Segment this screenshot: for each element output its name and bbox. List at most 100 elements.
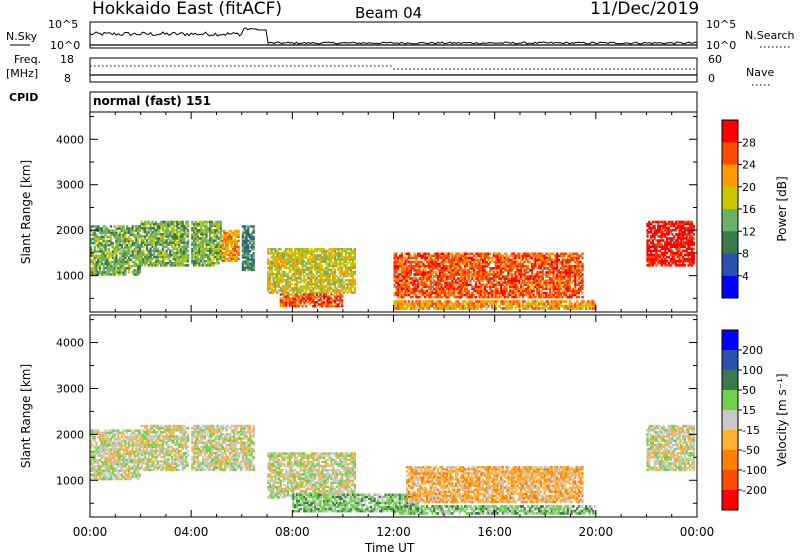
echo-cell bbox=[174, 220, 177, 224]
echo-cell bbox=[267, 279, 270, 282]
echo-cell bbox=[341, 268, 344, 272]
echo-cell bbox=[245, 239, 248, 243]
echo-cell bbox=[305, 268, 308, 272]
echo-cell bbox=[142, 262, 145, 265]
echo-cell bbox=[285, 264, 288, 267]
echo-cell bbox=[487, 258, 490, 262]
echo-cell bbox=[104, 262, 107, 266]
echo-cell bbox=[194, 235, 197, 238]
echo-cell bbox=[417, 304, 420, 308]
echo-cell bbox=[400, 256, 403, 260]
echo-cell bbox=[460, 279, 463, 282]
echo-cell bbox=[332, 266, 335, 270]
echo-cell bbox=[198, 241, 201, 244]
echo-cell bbox=[456, 285, 459, 289]
echo-cell bbox=[142, 251, 145, 255]
echo-cell bbox=[303, 299, 306, 302]
echo-cell bbox=[326, 256, 329, 259]
echo-cell bbox=[574, 275, 577, 278]
echo-cell bbox=[292, 301, 295, 304]
echo-cell bbox=[216, 262, 219, 265]
echo-cell bbox=[279, 264, 282, 267]
echo-cell bbox=[454, 289, 458, 293]
echo-cell bbox=[350, 248, 353, 251]
echo-cell bbox=[532, 262, 535, 266]
echo-cell bbox=[554, 300, 557, 303]
echo-cell bbox=[651, 249, 654, 253]
echo-cell bbox=[315, 293, 318, 296]
echo-cell bbox=[310, 252, 313, 255]
echo-cell bbox=[299, 276, 302, 280]
echo-cell bbox=[212, 249, 215, 253]
echo-cell bbox=[516, 300, 519, 303]
echo-cell bbox=[471, 304, 474, 308]
echo-cell bbox=[144, 243, 147, 246]
echo-cell bbox=[317, 256, 320, 259]
echo-cell bbox=[576, 304, 579, 308]
echo-cell bbox=[516, 295, 519, 299]
echo-cell bbox=[436, 302, 440, 306]
echo-cell bbox=[350, 266, 353, 270]
echo-cell bbox=[431, 258, 434, 262]
echo-cell bbox=[277, 252, 281, 255]
echo-cell bbox=[516, 254, 519, 258]
echo-cell bbox=[301, 248, 304, 251]
echo-cell bbox=[487, 262, 490, 266]
echo-cell bbox=[281, 301, 284, 304]
echo-cell bbox=[321, 252, 324, 255]
echo-cell bbox=[277, 270, 281, 274]
echo-cell bbox=[476, 262, 479, 266]
echo-cell bbox=[308, 291, 311, 294]
echo-cell bbox=[442, 254, 445, 258]
echo-cell bbox=[483, 289, 486, 293]
echo-cell bbox=[426, 300, 429, 303]
echo-cell bbox=[233, 257, 237, 260]
echo-cell bbox=[666, 222, 669, 226]
echo-cell bbox=[666, 247, 669, 251]
echo-cell bbox=[154, 247, 157, 251]
echo-cell bbox=[126, 229, 129, 232]
echo-cell bbox=[223, 253, 226, 256]
echo-cell bbox=[133, 244, 136, 247]
echo-cell bbox=[196, 237, 199, 240]
echo-cell bbox=[308, 297, 311, 300]
echo-cell bbox=[299, 256, 302, 259]
echo-cell bbox=[153, 229, 156, 232]
echo-cell bbox=[158, 226, 161, 230]
echo-cell bbox=[427, 262, 430, 266]
echo-cell bbox=[422, 291, 425, 295]
echo-cell bbox=[149, 226, 152, 230]
echo-cell bbox=[561, 285, 564, 289]
echo-cell bbox=[179, 239, 182, 242]
echo-cell bbox=[210, 237, 213, 240]
echo-cell bbox=[279, 274, 282, 278]
echo-cell bbox=[122, 256, 125, 259]
echo-cell bbox=[433, 295, 436, 299]
echo-cell bbox=[342, 274, 346, 278]
echo-cell bbox=[326, 268, 329, 272]
echo-cell bbox=[454, 258, 458, 262]
echo-cell bbox=[646, 239, 649, 242]
echo-cell bbox=[478, 293, 481, 297]
echo-cell bbox=[530, 273, 533, 276]
echo-cell bbox=[521, 262, 524, 266]
echo-cell bbox=[286, 274, 290, 278]
echo-cell bbox=[191, 253, 194, 257]
echo-cell bbox=[579, 307, 582, 310]
echo-cell bbox=[138, 233, 141, 237]
echo-cell bbox=[451, 291, 454, 295]
echo-cell bbox=[117, 241, 120, 245]
echo-cell bbox=[442, 260, 445, 264]
echo-cell bbox=[185, 243, 188, 246]
echo-cell bbox=[541, 262, 544, 266]
echo-cell bbox=[301, 254, 304, 257]
echo-cell bbox=[106, 256, 109, 259]
freq-strip-frame bbox=[89, 57, 698, 83]
echo-cell bbox=[559, 293, 562, 297]
echo-cell bbox=[210, 247, 213, 251]
echo-cell bbox=[178, 262, 181, 265]
echo-cell bbox=[219, 253, 222, 257]
echo-cell bbox=[406, 256, 409, 260]
echo-cell bbox=[521, 302, 524, 306]
echo-cell bbox=[183, 251, 186, 255]
